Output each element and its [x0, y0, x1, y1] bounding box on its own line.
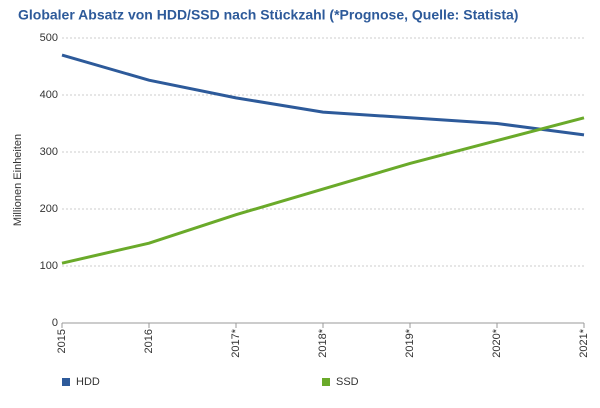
- x-tick-label: 2017*: [230, 328, 242, 357]
- x-tick-label: 2018*: [317, 328, 329, 357]
- x-tick-label: 2020*: [491, 328, 503, 357]
- x-tick-label: 2021*: [578, 328, 590, 357]
- y-tick-label: 300: [40, 146, 58, 158]
- x-tick-label: 2016: [143, 329, 155, 353]
- chart-title: Globaler Absatz von HDD/SSD nach Stückza…: [18, 7, 518, 23]
- legend-swatch: [322, 378, 330, 386]
- legend-swatch: [62, 378, 70, 386]
- y-tick-label: 500: [40, 32, 58, 44]
- legend-label: SSD: [336, 376, 359, 388]
- y-tick-label: 400: [40, 89, 58, 101]
- x-tick-label: 2015: [56, 329, 68, 353]
- y-tick-label: 100: [40, 260, 58, 272]
- line: [61, 116, 585, 265]
- y-tick-label: 0: [52, 317, 58, 329]
- y-tick-label: 200: [40, 203, 58, 215]
- y-axis-label: Millionen Einheiten: [12, 134, 24, 226]
- line: [61, 53, 585, 137]
- x-tick-label: 2019*: [404, 328, 416, 357]
- legend-label: HDD: [76, 376, 100, 388]
